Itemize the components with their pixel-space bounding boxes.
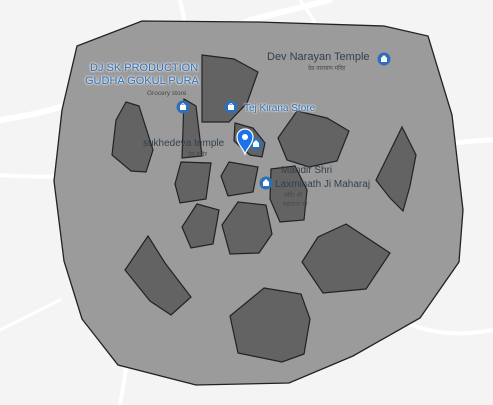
shopping-bag-icon[interactable] xyxy=(176,100,190,114)
temple-icon[interactable] xyxy=(259,176,273,190)
poi-label-dj-sk-line2[interactable]: GUDHA GOKUL PURA xyxy=(85,75,199,87)
zone-cell[interactable] xyxy=(375,125,417,213)
poi-label-grocery[interactable]: Grocery store xyxy=(147,90,187,97)
poi-label-dev-narayan-hindi[interactable]: देव नारायण मंदिर xyxy=(308,66,346,72)
zone-cell[interactable] xyxy=(174,161,212,204)
zone-cell[interactable] xyxy=(229,287,311,363)
zone-cell[interactable] xyxy=(201,54,259,123)
poi-label-dj-sk[interactable]: DJ SK PRODUCTION xyxy=(90,62,199,74)
zone-cell[interactable] xyxy=(181,203,220,249)
poi-label-sukhdev[interactable]: sukhedeva temple xyxy=(143,138,225,149)
road xyxy=(0,298,62,332)
zone-cell[interactable] xyxy=(111,101,154,173)
poi-label-dev-narayan[interactable]: Dev Narayan Temple xyxy=(267,51,370,63)
zone-cell[interactable] xyxy=(269,165,308,223)
zone-cell[interactable] xyxy=(124,234,192,316)
zone-cell[interactable] xyxy=(301,223,391,294)
poi-label-mandir-shri-hindi[interactable]: मंदिर श्री xyxy=(284,193,303,199)
poi-label-mandir-shri[interactable]: Mandir Shri xyxy=(281,165,333,176)
zone-cell[interactable] xyxy=(181,97,203,159)
temple-icon[interactable] xyxy=(377,52,391,66)
poi-label-sukhdev-hindi[interactable]: देव मंदिर xyxy=(188,152,207,158)
location-pin-icon[interactable] xyxy=(236,128,254,156)
zone-cell[interactable] xyxy=(220,161,259,197)
zone-cell[interactable] xyxy=(277,110,350,168)
zone-cell[interactable] xyxy=(221,201,273,255)
poi-label-kirana[interactable]: Tej Kirana Store xyxy=(244,103,316,114)
poi-label-mandir-shri-hindi-2[interactable]: महाराज जी xyxy=(283,202,308,208)
shopping-bag-icon[interactable] xyxy=(224,100,238,114)
poi-label-mandir-shri-line2[interactable]: Laxminath Ji Maharaj xyxy=(275,179,371,190)
